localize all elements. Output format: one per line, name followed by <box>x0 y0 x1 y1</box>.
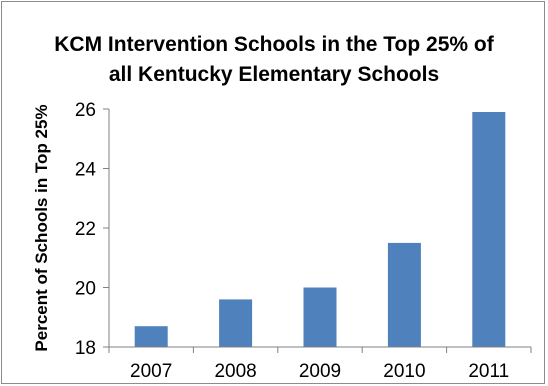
chart-title-line-2: all Kentucky Elementary Schools <box>108 63 440 86</box>
bars-group <box>134 112 506 347</box>
x-tick-label-2009: 2009 <box>299 361 341 382</box>
bar-2008 <box>219 299 253 347</box>
y-tick-label-26: 26 <box>75 100 96 121</box>
x-tick-label-2011: 2011 <box>468 361 509 382</box>
bar-2010 <box>387 242 421 347</box>
bar-2009 <box>303 287 337 347</box>
bar-2007 <box>134 326 168 347</box>
y-tick-label-24: 24 <box>75 160 97 181</box>
y-tick-label-22: 22 <box>75 219 96 240</box>
ticks-group: 18 20 22 24 26 2007 2008 2009 2010 2011 <box>75 100 532 382</box>
y-tick-label-20: 20 <box>75 279 96 300</box>
bar-2011 <box>472 112 506 347</box>
chart-title: KCM Intervention Schools in the Top 25% … <box>0 30 548 90</box>
y-axis-label-group: Percent of Schools in Top 25% <box>32 104 51 351</box>
x-tick-label-2010: 2010 <box>383 361 425 382</box>
y-axis-label: Percent of Schools in Top 25% <box>32 104 51 351</box>
x-tick-label-2007: 2007 <box>130 361 172 382</box>
x-tick-label-2008: 2008 <box>214 361 256 382</box>
y-tick-label-18: 18 <box>75 338 96 359</box>
chart-title-line-1: KCM Intervention Schools in the Top 25% … <box>54 33 494 56</box>
